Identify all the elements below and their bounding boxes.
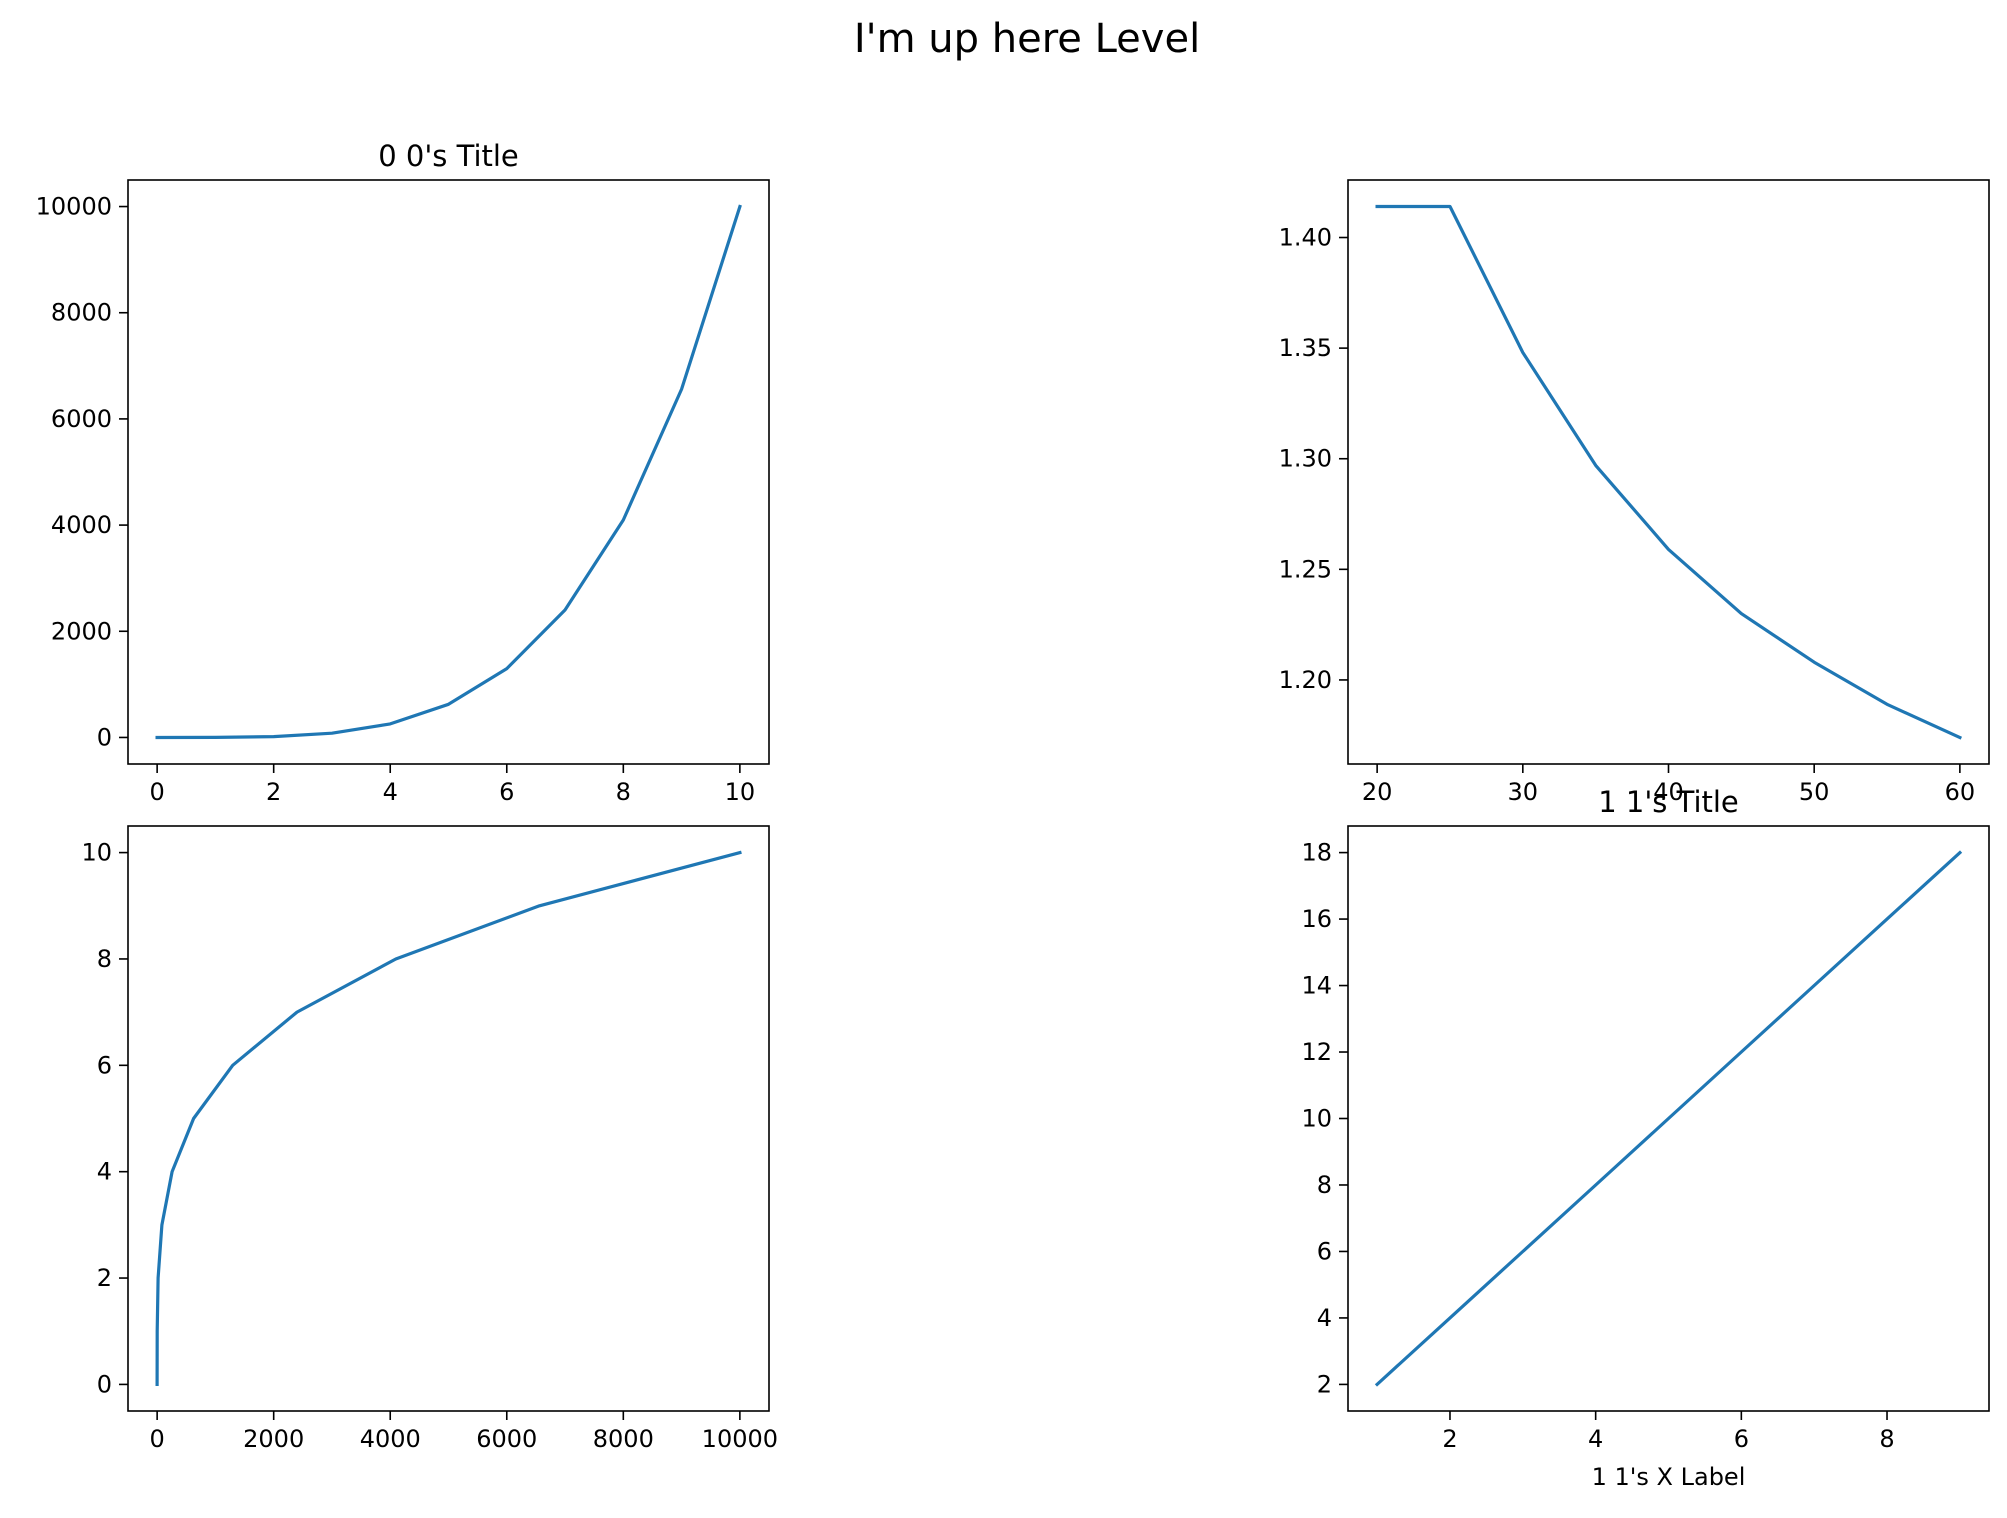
subplot-title: 0 0's Title — [378, 139, 519, 173]
x-tick-label: 2 — [266, 778, 281, 806]
axes-frame — [127, 825, 770, 1412]
axes-frame — [1347, 179, 1990, 765]
x-tick-label: 4000 — [360, 1425, 421, 1453]
y-tick-label: 18 — [1301, 839, 1332, 867]
x-tick-label: 20 — [1362, 778, 1393, 806]
y-tick-label: 12 — [1301, 1038, 1332, 1066]
x-axis-label: 1 1's X Label — [1592, 1463, 1746, 1491]
y-tick-label: 8 — [1317, 1171, 1332, 1199]
x-tick-label: 0 — [149, 1425, 164, 1453]
series-line-1 — [155, 204, 742, 740]
y-tick-label: 0 — [97, 1370, 112, 1398]
y-tick-label: 8000 — [51, 299, 112, 327]
y-tick-label: 10000 — [36, 193, 112, 221]
y-tick-label: 1.25 — [1279, 555, 1332, 583]
y-tick-label: 4000 — [51, 511, 112, 539]
x-tick-label: 8000 — [593, 1425, 654, 1453]
x-tick-label: 6000 — [476, 1425, 537, 1453]
y-tick-label: 16 — [1301, 905, 1332, 933]
y-tick-label: 8 — [97, 945, 112, 973]
y-tick-label: 1.35 — [1279, 334, 1332, 362]
x-tick-label: 8 — [1879, 1425, 1894, 1453]
subplot-title: 1 1's Title — [1598, 785, 1739, 819]
x-tick-label: 30 — [1508, 778, 1539, 806]
y-tick-label: 0 — [97, 723, 112, 751]
y-tick-label: 1.40 — [1279, 224, 1332, 252]
x-tick-label: 8 — [616, 778, 631, 806]
y-tick-label: 4 — [1317, 1304, 1332, 1332]
x-tick-label: 6 — [1734, 1425, 1749, 1453]
series-line-1 — [1374, 850, 1963, 1387]
axes-frame — [127, 179, 770, 765]
x-tick-label: 4 — [1588, 1425, 1603, 1453]
y-tick-label: 2 — [97, 1264, 112, 1292]
subplot-bottom-left: 0 2000 4000 6000 8000 10000 0 2 4 6 8 10 — [81, 825, 778, 1453]
y-tick-label: 6000 — [51, 405, 112, 433]
x-tick-label: 0 — [149, 778, 164, 806]
x-tick-label: 40 — [1653, 778, 1684, 806]
y-tick-label: 1.20 — [1279, 666, 1332, 694]
y-tick-label: 2 — [1317, 1370, 1332, 1398]
y-tick-label: 10 — [81, 839, 112, 867]
subplot-top-right: 20 30 40 50 60 1.20 1.25 1.30 1.35 1.40 — [1279, 179, 1990, 806]
x-tick-label: 10 — [725, 778, 756, 806]
y-tick-label: 10 — [1301, 1105, 1332, 1133]
x-tick-label: 4 — [383, 778, 398, 806]
y-tick-label: 6 — [1317, 1237, 1332, 1265]
x-tick-label: 50 — [1799, 778, 1830, 806]
x-tick-label: 60 — [1945, 778, 1976, 806]
subplot-bottom-right: 2 4 6 8 2 4 6 8 10 12 14 16 18 1 1's Title 1 1's X Lab… — [1301, 785, 1990, 1491]
y-tick-label: 4 — [97, 1158, 112, 1186]
subplot-top-left: 0 2 4 6 8 10 0 2000 4000 6000 8000 10000 0 0's Title — [36, 139, 770, 806]
figure-suptitle: I'm up here Level — [854, 16, 1200, 62]
y-tick-label: 6 — [97, 1051, 112, 1079]
y-tick-label: 14 — [1301, 972, 1332, 1000]
y-tick-label: 2000 — [51, 617, 112, 645]
series-line-1 — [1375, 204, 1963, 740]
x-tick-label: 2 — [1442, 1425, 1457, 1453]
y-tick-label: 1.30 — [1279, 445, 1332, 473]
x-tick-label: 10000 — [702, 1425, 778, 1453]
x-tick-label: 6 — [499, 778, 514, 806]
x-tick-label: 2000 — [243, 1425, 304, 1453]
series-line-1 — [155, 850, 742, 1387]
